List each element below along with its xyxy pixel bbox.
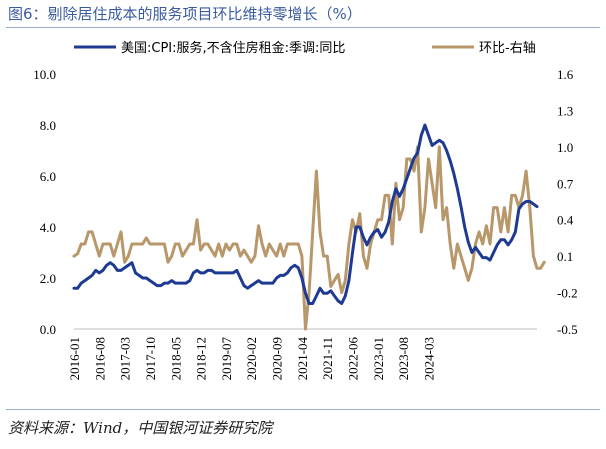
y-right-tick-label: 1.6 [557,67,574,82]
title-divider [6,27,600,28]
y-left-tick-label: 0.0 [40,322,56,337]
x-tick-label: 2016-01 [67,337,82,380]
x-tick-label: 2020-02 [244,337,259,380]
x-tick-label: 2021-11 [320,337,335,380]
y-right-tick-label: -0.2 [557,286,578,301]
legend-label: 环比-右轴 [479,41,536,56]
y-left-tick-label: 4.0 [40,220,56,235]
y-right-tick-label: 0.4 [557,213,574,228]
x-tick-label: 2020-09 [270,337,285,380]
legend-label: 美国:CPI:服务,不含住房租金:季调:同比 [121,40,345,56]
y-right-tick-label: 1.3 [557,103,573,118]
footer-divider [6,409,600,410]
x-tick-label: 2021-04 [295,337,310,381]
chart-title: 图6：剔除居住成本的服务项目环比维持零增长（%） [8,5,362,23]
y-left-tick-label: 8.0 [40,118,56,133]
y-left-tick-label: 2.0 [40,271,56,286]
y-right-tick-label: 0.7 [557,176,574,191]
series-line-yoy-left-axis [72,123,539,305]
x-tick-label: 2019-07 [219,337,234,381]
series-layer [72,123,546,331]
x-tick-label: 2017-03 [118,337,133,380]
y-right-tick-label: 1.0 [557,140,573,155]
y-right-tick-label: -0.5 [557,322,578,337]
x-tick-label: 2022-06 [346,337,361,381]
x-tick-label: 2017-10 [143,337,158,380]
x-tick-label: 2018-05 [168,337,183,380]
x-tick-label: 2016-08 [92,337,107,380]
x-tick-label: 2018-12 [194,337,209,380]
axes: 0.0 2.0 4.0 6.0 8.0 10.0 -0.5 -0.2 0.1 0.4 0.7 1.0 1… [33,67,577,380]
legend: 美国:CPI:服务,不含住房租金:季调:同比 环比-右轴 [74,40,536,56]
y-left-tick-label: 10.0 [33,67,56,82]
x-tick-label: 2023-01 [371,337,386,380]
source-note: 资料来源：Wind，中国银河证券研究院 [8,419,273,437]
series-line-mom-right-axis [72,145,546,331]
x-tick-label: 2023-08 [396,337,411,380]
y-left-tick-label: 6.0 [40,169,56,184]
x-tick-label: 2024-03 [421,337,436,380]
y-right-tick-label: 0.1 [557,249,573,264]
